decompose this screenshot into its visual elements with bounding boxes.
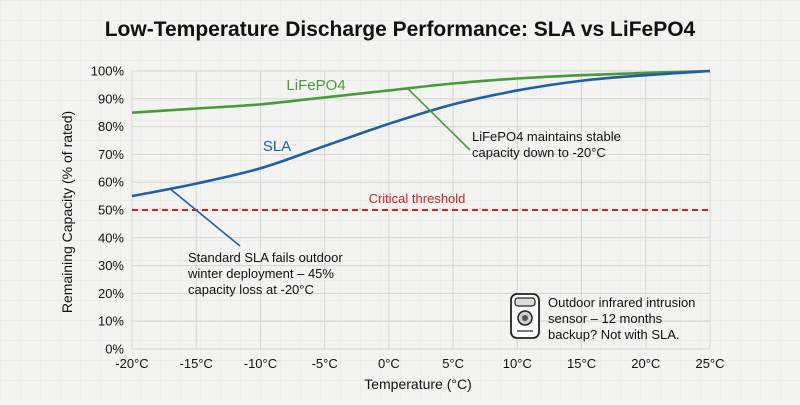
- y-tick-label: 20%: [98, 286, 124, 301]
- x-tick-label: 0°C: [378, 356, 400, 371]
- x-tick-label: -20°C: [115, 356, 148, 371]
- y-tick-label: 80%: [98, 119, 124, 134]
- x-tick-label: 10°C: [503, 356, 532, 371]
- annotation-text: capacity loss at -20°C: [188, 282, 314, 297]
- callout-text: backup? Not with SLA.: [548, 327, 680, 342]
- y-tick-label: 0%: [105, 342, 124, 357]
- motion-sensor-icon: [511, 294, 539, 338]
- x-tick-label: 20°C: [631, 356, 660, 371]
- callout-text: Outdoor infrared intrusion: [548, 295, 695, 310]
- x-tick-label: 25°C: [695, 356, 724, 371]
- y-tick-label: 50%: [98, 203, 124, 218]
- annotation-text: LiFePO4 maintains stable: [472, 129, 621, 144]
- chart-title: Low-Temperature Discharge Performance: S…: [105, 18, 696, 41]
- y-tick-label: 40%: [98, 230, 124, 245]
- y-tick-label: 70%: [98, 147, 124, 162]
- x-tick-label: -15°C: [180, 356, 213, 371]
- y-tick-label: 10%: [98, 314, 124, 329]
- y-axis-label: Remaining Capacity (% of rated): [59, 111, 75, 313]
- y-tick-label: 90%: [98, 91, 124, 106]
- x-tick-label: 15°C: [567, 356, 596, 371]
- threshold-label: Critical threshold: [369, 191, 466, 206]
- annotation-text: winter deployment – 45%: [187, 266, 334, 281]
- y-tick-label: 30%: [98, 258, 124, 273]
- annotation-text: capacity down to -20°C: [472, 145, 606, 160]
- series-label-lifepo4: LiFePO4: [286, 77, 345, 94]
- x-tick-label: -10°C: [244, 356, 277, 371]
- x-tick-label: 5°C: [442, 356, 464, 371]
- x-axis-label: Temperature (°C): [364, 376, 472, 392]
- series-label-sla: SLA: [263, 138, 291, 155]
- y-tick-label: 100%: [91, 64, 125, 79]
- callout-text: sensor – 12 months: [548, 311, 663, 326]
- y-tick-label: 60%: [98, 175, 124, 190]
- x-tick-label: -5°C: [312, 356, 338, 371]
- annotation-text: Standard SLA fails outdoor: [188, 250, 343, 265]
